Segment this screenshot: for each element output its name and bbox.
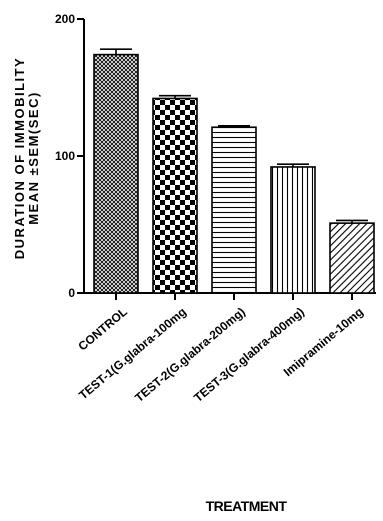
- bar: [270, 166, 316, 294]
- bar: [211, 126, 257, 294]
- bar: [329, 222, 375, 294]
- plot-area: 0 100 200 CONTROLTEST-1(G.glabra-100mgTEST-…: [55, 12, 376, 405]
- bar: [152, 97, 198, 294]
- y-tick-label: 200: [55, 12, 75, 26]
- x-tick-label: CONTROL: [75, 305, 129, 354]
- y-axis-label-line2: MEAN ±SEM(SEC): [26, 91, 41, 225]
- bar: [93, 53, 139, 294]
- y-tick-label: 0: [68, 286, 75, 300]
- y-axis-label-line1: DURATION OF IMMOBILITY: [12, 57, 27, 259]
- x-tick-label: TEST-2(G.glabra-200mg): [132, 305, 248, 405]
- x-tick-label: TEST-3(G.glabra-400mg): [191, 305, 307, 405]
- y-tick-label: 100: [55, 149, 75, 163]
- x-tick-label: TEST-1(G.glabra-100mg: [76, 305, 189, 403]
- x-axis-label: TREATMENT: [206, 498, 288, 514]
